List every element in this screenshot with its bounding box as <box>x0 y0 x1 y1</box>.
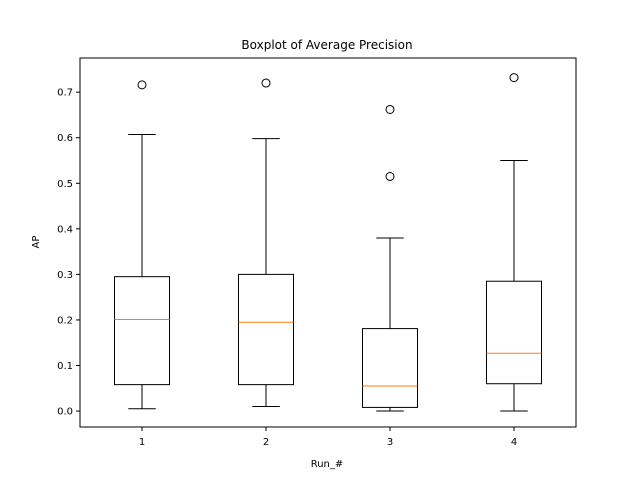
axes: 0.0 0.1 0.2 0.3 0.4 0.5 0.6 0.7 1 2 3 4 <box>57 57 577 448</box>
chart-title: Boxplot of Average Precision <box>241 38 412 52</box>
y-tick-label: 0.5 <box>57 179 73 190</box>
y-axis-label: AP <box>31 236 42 249</box>
axes-frame <box>79 57 577 428</box>
plot-area <box>114 73 542 412</box>
x-tick-label: 2 <box>263 437 269 448</box>
outlier-point <box>385 171 395 181</box>
y-tick-label: 0.1 <box>57 361 73 372</box>
y-tick-label: 0.0 <box>57 407 73 418</box>
iqr-box <box>486 280 542 385</box>
x-tick-label: 4 <box>511 437 517 448</box>
box-group-run-1 <box>114 80 170 410</box>
iqr-box <box>114 276 170 386</box>
y-tick-label: 0.2 <box>57 315 73 326</box>
y-tick-label: 0.6 <box>57 133 73 144</box>
y-tick-label: 0.3 <box>57 270 73 281</box>
y-tick-label: 0.4 <box>57 224 73 235</box>
box-group-run-3 <box>362 104 418 412</box>
x-tick-label: 3 <box>387 437 393 448</box>
box-group-run-4 <box>486 73 542 412</box>
outlier-point <box>385 104 395 114</box>
box-group-run-2 <box>238 78 294 407</box>
outlier-point <box>261 78 271 88</box>
x-axis-label: Run_# <box>311 459 344 470</box>
outlier-point <box>509 73 519 83</box>
x-tick-label: 1 <box>139 437 145 448</box>
iqr-box <box>362 328 418 408</box>
iqr-box <box>238 273 294 386</box>
outlier-point <box>137 80 147 90</box>
y-tick-label: 0.7 <box>57 88 73 99</box>
